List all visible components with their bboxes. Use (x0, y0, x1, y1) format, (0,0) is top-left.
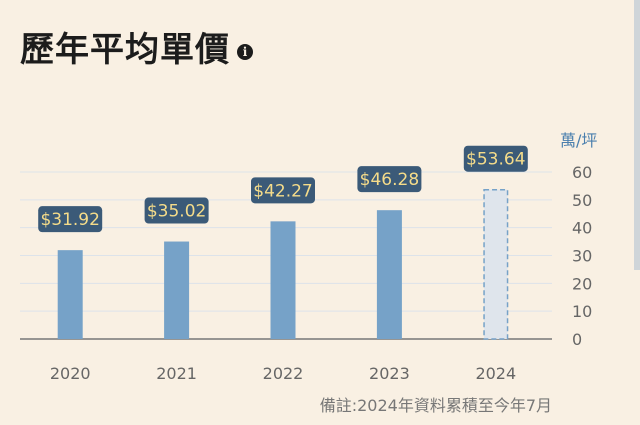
data-label-box (463, 145, 528, 172)
data-label-2021: $35.02 (144, 197, 209, 224)
x-tick-label: 2020 (50, 364, 91, 383)
data-label-2022: $42.27 (251, 177, 315, 204)
y-axis-unit-label: 萬/坪 (560, 131, 597, 150)
x-tick-label: 2022 (263, 364, 304, 383)
data-label-box (38, 206, 103, 233)
y-tick-label: 10 (572, 302, 592, 321)
data-label-box (357, 166, 422, 193)
data-label-2023: $46.28 (357, 166, 422, 193)
data-labels: $31.92 $35.02 $42.27 $46.28 $53.64 (38, 145, 528, 233)
data-label-text: $35.02 (147, 202, 206, 222)
data-label-2020: $31.92 (38, 206, 103, 233)
y-tick-label: 30 (572, 247, 592, 266)
data-label-text: $46.28 (360, 170, 419, 190)
data-label-text: $31.92 (40, 210, 99, 230)
data-label-2024: $53.64 (463, 145, 528, 172)
x-tick-label: 2024 (475, 364, 516, 383)
bars (57, 188, 509, 340)
y-tick-label: 20 (572, 274, 592, 293)
y-tick-label: 50 (572, 191, 592, 210)
data-label-box (144, 197, 209, 224)
y-tick-labels: 0 10 20 30 40 50 60 (572, 163, 592, 349)
bar-2021 (164, 241, 190, 339)
data-label-box (251, 177, 315, 204)
y-tick-label: 60 (572, 163, 592, 182)
x-tick-label: 2021 (156, 364, 197, 383)
scrollbar[interactable] (634, 0, 640, 270)
info-icon[interactable]: i (237, 44, 253, 60)
data-label-text: $42.27 (253, 181, 312, 201)
x-tick-labels: 2020 2021 2022 2023 2024 (50, 364, 516, 383)
x-tick-label: 2023 (369, 364, 410, 383)
bar-2022 (270, 221, 296, 339)
bar-2020 (57, 250, 83, 339)
footnote: 備註:2024年資料累積至今年7月 (319, 396, 552, 415)
y-tick-label: 40 (572, 219, 592, 238)
bar-2023 (376, 210, 402, 339)
page-title: 歷年平均單價 (20, 30, 230, 70)
data-label-text: $53.64 (466, 150, 525, 170)
y-tick-label: 0 (572, 330, 582, 349)
bar-2024 (483, 188, 509, 340)
